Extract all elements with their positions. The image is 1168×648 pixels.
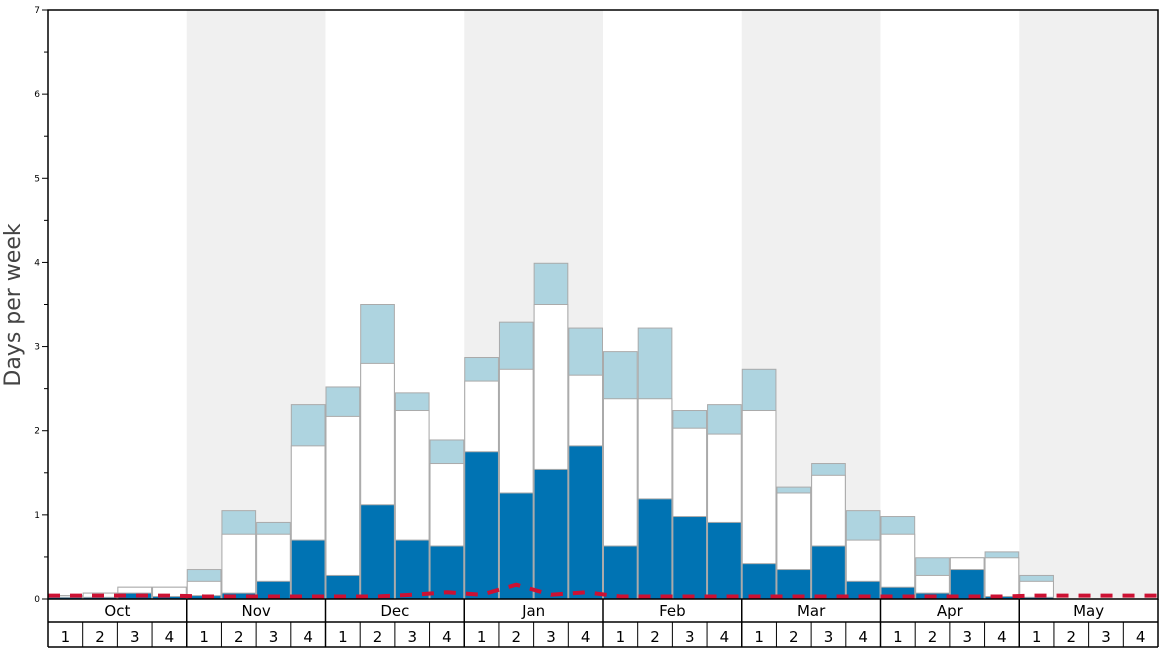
week-label: 4 <box>858 628 868 646</box>
y-tick-label: 2 <box>34 427 40 437</box>
week-label: 1 <box>893 628 903 646</box>
axes: 0 1 2 3 4 5 6 7 Oct 1 2 3 4 Nov 1 2 3 4 Dec 1 2 3 4 Jan 1 2 3 4 Feb 1… <box>34 6 1159 648</box>
week-label: 1 <box>616 628 626 646</box>
bar-s0-nov-4 <box>290 539 326 600</box>
week-label: 1 <box>754 628 764 646</box>
bars <box>48 262 1054 600</box>
week-label: 1 <box>199 628 209 646</box>
month-label-nov: Nov <box>241 602 270 620</box>
week-label: 4 <box>303 628 313 646</box>
week-label: 1 <box>1032 628 1042 646</box>
y-tick-label: 4 <box>34 258 40 268</box>
bar-s0-apr-3 <box>949 569 985 600</box>
week-label: 3 <box>546 628 556 646</box>
week-label: 2 <box>789 628 799 646</box>
y-tick-label: 3 <box>34 343 40 353</box>
week-label: 2 <box>928 628 938 646</box>
bar-s0-jan-1 <box>464 451 499 600</box>
bar-s0-feb-2 <box>637 498 673 600</box>
bar-s0-dec-2 <box>360 504 395 600</box>
week-label: 1 <box>61 628 71 646</box>
week-label: 2 <box>373 628 383 646</box>
y-tick-label: 0 <box>34 595 40 605</box>
week-label: 3 <box>407 628 417 646</box>
bar-s1-dec-1 <box>325 415 361 600</box>
month-label-dec: Dec <box>380 602 409 620</box>
bar-s0-jan-2 <box>498 492 534 600</box>
bar-s1-nov-2 <box>221 533 257 600</box>
median-line-path <box>48 582 1158 599</box>
week-label: 2 <box>234 628 244 646</box>
month-label-oct: Oct <box>104 602 130 620</box>
y-axis-label: Days per week <box>1 223 26 386</box>
median-line <box>48 582 1158 599</box>
bar-s0-jan-4 <box>568 445 603 600</box>
week-label: 4 <box>997 628 1007 646</box>
week-label: 4 <box>442 628 452 646</box>
week-label: 3 <box>1101 628 1111 646</box>
bar-s1-apr-4 <box>984 557 1020 600</box>
y-tick-label: 5 <box>34 174 40 184</box>
week-label: 2 <box>650 628 660 646</box>
week-label: 4 <box>1136 628 1146 646</box>
bar-s0-mar-1 <box>741 563 777 600</box>
week-label: 2 <box>95 628 105 646</box>
month-label-feb: Feb <box>659 602 686 620</box>
y-tick-label: 7 <box>34 6 40 16</box>
week-label: 2 <box>1067 628 1077 646</box>
week-label: 2 <box>512 628 522 646</box>
week-label: 3 <box>685 628 695 646</box>
bar-s0-mar-3 <box>811 545 846 600</box>
week-label: 3 <box>962 628 972 646</box>
week-label: 4 <box>581 628 591 646</box>
month-label-apr: Apr <box>937 602 964 620</box>
bar-s0-jan-3 <box>533 468 569 600</box>
week-label: 3 <box>269 628 279 646</box>
week-label: 1 <box>338 628 348 646</box>
month-label-mar: Mar <box>797 602 826 620</box>
bar-s0-feb-4 <box>707 521 742 600</box>
week-label: 3 <box>130 628 140 646</box>
week-label: 4 <box>165 628 175 646</box>
week-label: 1 <box>477 628 487 646</box>
week-label: 4 <box>720 628 730 646</box>
y-tick-label: 1 <box>34 511 40 521</box>
month-label-jan: Jan <box>521 602 545 620</box>
month-label-may: May <box>1073 602 1104 620</box>
bar-s0-feb-1 <box>603 545 638 600</box>
month-band-may <box>1019 10 1158 599</box>
bar-s0-dec-3 <box>394 539 430 600</box>
bar-s0-feb-3 <box>672 516 708 600</box>
y-tick-label: 6 <box>34 90 40 100</box>
week-label: 3 <box>824 628 834 646</box>
